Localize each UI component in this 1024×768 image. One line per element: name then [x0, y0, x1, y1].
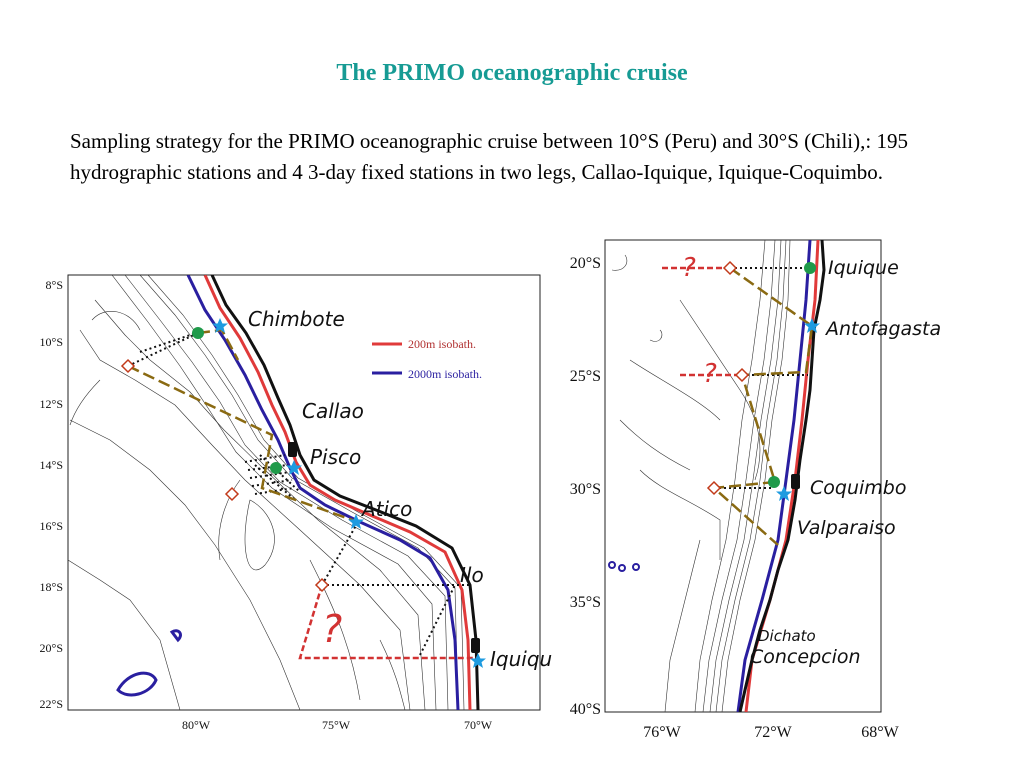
- question-mark: ?: [682, 253, 696, 283]
- lat-tick-label: 12°S: [40, 397, 63, 411]
- slide-caption: Sampling strategy for the PRIMO oceanogr…: [70, 129, 908, 184]
- lat-tick-label: 35°S: [570, 594, 601, 611]
- place-label-concepcion: Concepcion: [750, 646, 861, 668]
- fixed-station-marker: [804, 262, 816, 274]
- leg-track: [127, 364, 359, 524]
- port-star-icon: [348, 514, 364, 529]
- hydrographic-sections: [127, 329, 470, 656]
- slide-title: The PRIMO oceanographic cruise: [336, 60, 688, 86]
- question-mark: ?: [322, 607, 342, 651]
- port-star-icon: [286, 460, 302, 475]
- lon-tick-label: 68°W: [861, 724, 899, 741]
- right-map: ? ? Iquique Antofagasta Coquimbo Valpara…: [570, 239, 941, 741]
- fixed-station-marker: [270, 462, 282, 474]
- question-mark: ?: [703, 359, 717, 389]
- lat-tick-label: 10°S: [40, 335, 63, 349]
- fixed-station-marker: [192, 327, 204, 339]
- islands: [608, 561, 640, 572]
- left-lat-axis: 8°S 10°S 12°S 14°S 16°S 18°S 20°S 22°S: [40, 278, 63, 711]
- right-lat-axis: 20°S 25°S 30°S 35°S 40°S: [570, 255, 601, 718]
- place-label-iquique: Iquiqu: [490, 647, 552, 671]
- place-label-chimbote: Chimbote: [248, 307, 345, 331]
- place-label-iquique: Iquique: [828, 257, 899, 279]
- lon-tick-label: 75°W: [322, 718, 351, 732]
- left-lon-axis: 80°W 75°W 70°W: [182, 718, 493, 732]
- place-label-dichato: Dichato: [758, 627, 816, 645]
- diamond-markers: [120, 358, 330, 593]
- place-label-valparaiso: Valparaiso: [797, 517, 896, 539]
- lat-tick-label: 14°S: [40, 458, 63, 472]
- right-map-frame: [604, 239, 882, 713]
- port-star-icon: [470, 653, 486, 668]
- lat-tick-label: 30°S: [570, 481, 601, 498]
- lon-tick-label: 70°W: [464, 718, 493, 732]
- place-label-callao: Callao: [302, 399, 364, 423]
- place-label-antofagasta: Antofagasta: [824, 318, 941, 340]
- right-bathymetry-contours: [611, 240, 791, 712]
- seamount-outline: [169, 629, 182, 643]
- planned-track: [298, 584, 478, 660]
- lat-tick-label: 16°S: [40, 519, 63, 533]
- lat-tick-label: 22°S: [40, 697, 63, 711]
- left-map-frame: [67, 274, 541, 711]
- isobath-2000m-line: [186, 275, 460, 710]
- buoy-icon: [288, 442, 297, 457]
- legend-2000m-label: 2000m isobath.: [408, 367, 482, 381]
- lat-tick-label: 18°S: [40, 580, 63, 594]
- port-star-icon: [776, 486, 792, 501]
- lat-tick-label: 8°S: [46, 278, 63, 292]
- place-label-coquimbo: Coquimbo: [810, 477, 906, 499]
- isobath-200m-line: [203, 275, 472, 710]
- place-label-ilo: Ilo: [460, 563, 484, 587]
- right-lon-axis: 76°W 72°W 68°W: [643, 724, 899, 741]
- place-label-pisco: Pisco: [310, 445, 361, 469]
- lat-tick-label: 25°S: [570, 368, 601, 385]
- coastline: [210, 275, 480, 710]
- port-star-icon: [804, 318, 820, 333]
- fixed-station-marker: [768, 476, 780, 488]
- lon-tick-label: 80°W: [182, 718, 211, 732]
- left-map: ? 200m isobath. 2000: [40, 274, 552, 732]
- legend-200m-label: 200m isobath.: [408, 337, 476, 351]
- lat-tick-label: 20°S: [570, 255, 601, 272]
- seamount-outline: [116, 671, 158, 697]
- lon-tick-label: 72°W: [754, 724, 792, 741]
- lon-tick-label: 76°W: [643, 724, 681, 741]
- buoy-icon: [471, 638, 480, 653]
- place-label-atico: Atico: [360, 497, 412, 521]
- lat-tick-label: 20°S: [40, 641, 63, 655]
- port-stars: [212, 318, 486, 668]
- diamond-markers: [706, 260, 750, 496]
- buoy-icon: [791, 474, 800, 489]
- port-star-icon: [212, 318, 228, 333]
- lat-tick-label: 40°S: [570, 701, 601, 718]
